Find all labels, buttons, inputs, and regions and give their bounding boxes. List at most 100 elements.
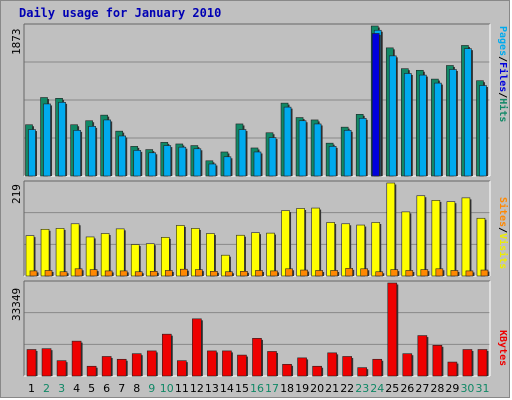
sites-bar: [149, 271, 158, 277]
day-label: 18: [280, 382, 294, 395]
day-label: 26: [400, 382, 414, 395]
files-bar: [28, 129, 36, 177]
day-label: 21: [325, 382, 339, 395]
sites-bar: [164, 270, 173, 277]
day-label: 17: [265, 382, 279, 395]
day-label: 12: [190, 382, 204, 395]
kbytes-bar: [252, 338, 262, 377]
visits-bar: [130, 244, 140, 277]
visits-bar: [356, 224, 366, 277]
day-label: 29: [445, 382, 459, 395]
sites-bar: [360, 268, 369, 277]
visits-bar: [371, 222, 381, 277]
chart-title: Daily usage for January 2010: [19, 6, 222, 20]
kbytes-bar: [86, 365, 97, 377]
kbytes-bar: [327, 352, 337, 377]
kbytes-bar: [207, 350, 217, 377]
bottom-panel-ymax-label: 33349: [10, 287, 23, 321]
visits-bar: [431, 200, 441, 277]
kbytes-bar: [222, 350, 232, 377]
files-bar: [404, 73, 412, 177]
files-bar: [464, 48, 472, 177]
legend-hits: Hits: [497, 98, 508, 123]
kbytes-bar: [387, 282, 398, 377]
pages-bar: [371, 33, 380, 177]
files-bar: [163, 145, 172, 177]
files-bar: [178, 146, 187, 177]
kbytes-bar: [297, 357, 307, 377]
files-bar: [223, 156, 232, 177]
visits-bar: [401, 211, 411, 277]
day-label: 22: [340, 382, 354, 395]
day-label: 5: [88, 382, 95, 395]
visits-bar: [206, 233, 215, 277]
kbytes-bar: [372, 358, 383, 377]
visits-bar: [236, 234, 245, 277]
kbytes-bar: [312, 365, 322, 377]
day-label: 13: [205, 382, 219, 395]
sites-bar: [59, 271, 68, 277]
sites-bar: [300, 269, 308, 277]
sites-bar: [435, 268, 444, 277]
visits-bar: [296, 208, 305, 277]
visits-bar: [251, 232, 260, 277]
kbytes-bar: [177, 360, 187, 377]
sites-bar: [270, 270, 278, 277]
files-bar: [449, 69, 457, 177]
kbytes-bar: [462, 349, 473, 377]
bottom-panel-legend: KBytes: [497, 330, 508, 366]
kbytes-bar: [282, 363, 292, 377]
files-bar: [268, 137, 277, 177]
sites-bar: [210, 271, 218, 277]
visits-bar: [461, 197, 471, 277]
kbytes-bar: [101, 356, 112, 377]
files-bar: [343, 130, 352, 177]
day-label: 3: [58, 382, 65, 395]
sites-bar: [420, 269, 429, 277]
kbytes-bar: [116, 358, 127, 377]
files-bar: [88, 126, 96, 177]
files-bar: [58, 102, 66, 177]
sites-bar: [255, 270, 263, 277]
kbytes-bar: [192, 318, 202, 377]
day-label: 7: [118, 382, 125, 395]
files-bar: [434, 82, 442, 177]
visits-bar: [70, 223, 80, 277]
day-label: 28: [430, 382, 444, 395]
visits-bar: [25, 235, 35, 277]
day-label: 27: [415, 382, 429, 395]
day-label: 30: [460, 382, 474, 395]
files-bar: [133, 150, 142, 177]
files-bar: [208, 163, 217, 177]
files-bar: [193, 148, 202, 177]
legend-visits: Visits: [497, 233, 508, 270]
visits-bar: [176, 225, 185, 277]
kbytes-bar: [131, 353, 142, 377]
files-bar: [313, 123, 322, 177]
visits-bar: [115, 228, 125, 277]
day-label: 2: [43, 382, 50, 395]
sites-bar: [405, 270, 414, 277]
day-label: 25: [385, 382, 399, 395]
visits-bar: [416, 195, 426, 277]
files-bar: [298, 120, 307, 177]
files-bar: [148, 152, 157, 177]
middle-panel-ymax-label: 219: [10, 184, 23, 204]
day-label: 8: [133, 382, 140, 395]
kbytes-bar: [41, 348, 52, 377]
legend-kbytes: KBytes: [497, 330, 508, 367]
kbytes-bar: [161, 333, 172, 377]
visits-bar: [326, 222, 335, 277]
files-bar: [238, 129, 247, 177]
files-bar: [103, 119, 111, 177]
visits-bar: [266, 232, 275, 277]
day-label: 16: [250, 382, 264, 395]
visits-bar: [55, 228, 65, 277]
files-bar: [358, 118, 367, 177]
day-label: 9: [148, 382, 155, 395]
files-bar: [118, 135, 126, 177]
sites-bar: [29, 270, 38, 277]
sites-bar: [119, 270, 128, 277]
visits-bar: [40, 228, 50, 277]
top-panel-legend: Pages/Files/Hits: [497, 26, 508, 123]
